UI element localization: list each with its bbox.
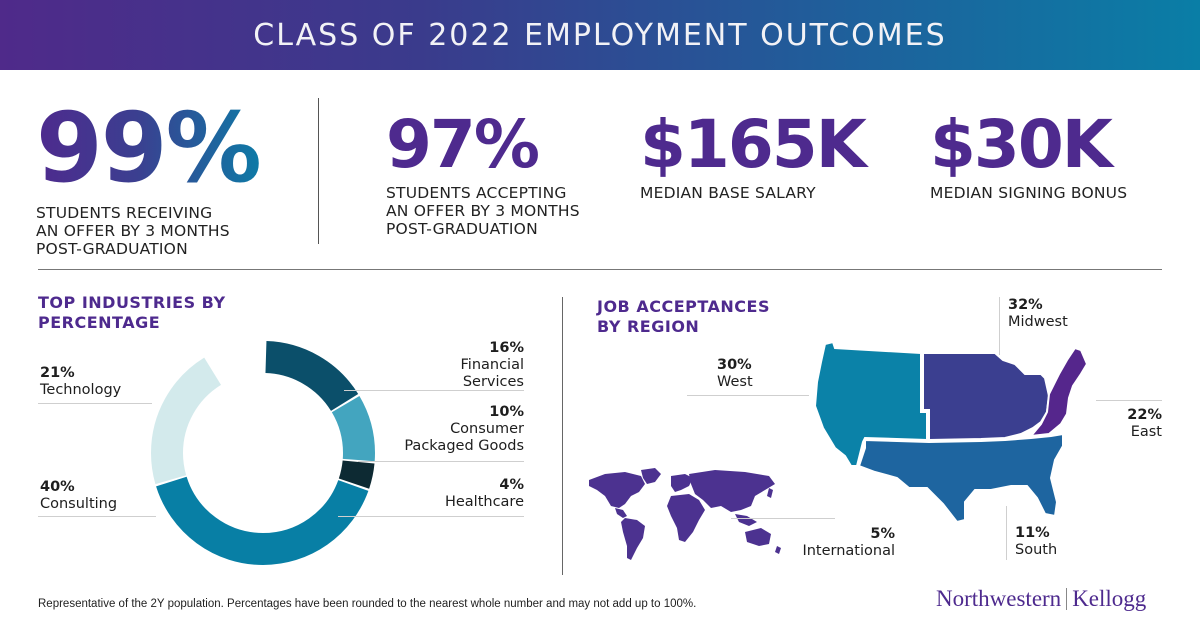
map-region-west bbox=[813, 340, 928, 467]
divider bbox=[318, 98, 319, 244]
stat-label: STUDENTS RECEIVING AN OFFER BY 3 MONTHS … bbox=[36, 204, 230, 258]
leader-line bbox=[358, 461, 524, 462]
stat-value: $165K bbox=[640, 106, 867, 183]
leader-line bbox=[338, 516, 524, 517]
label-healthcare: 4% Healthcare bbox=[444, 477, 524, 510]
leader-line bbox=[731, 518, 835, 519]
divider bbox=[38, 269, 1162, 270]
logo-northwestern: Northwestern bbox=[936, 586, 1062, 611]
leader-line bbox=[38, 403, 152, 404]
stat-value: 97% bbox=[386, 106, 540, 183]
donut-segment-consulting bbox=[151, 341, 375, 565]
stat-median-salary: $165K MEDIAN BASE SALARY bbox=[640, 106, 867, 203]
label-international: 5% International bbox=[802, 526, 895, 559]
footnote: Representative of the 2Y population. Per… bbox=[38, 598, 697, 610]
us-region-map bbox=[813, 340, 1089, 524]
logo-separator bbox=[1066, 588, 1068, 610]
world-map bbox=[589, 468, 781, 560]
stat-value: $30K bbox=[930, 106, 1113, 183]
stat-label: MEDIAN BASE SALARY bbox=[640, 184, 816, 202]
label-technology: 21% Technology bbox=[40, 365, 122, 398]
donut-segment-consumer-packaged-goods bbox=[151, 341, 375, 565]
leader-line bbox=[38, 516, 156, 517]
leader-line bbox=[687, 395, 809, 396]
label-midwest: 32% Midwest bbox=[1008, 297, 1068, 330]
label-east: 22% East bbox=[1127, 407, 1162, 440]
industries-donut-chart bbox=[151, 341, 375, 565]
divider bbox=[562, 297, 563, 575]
regions-title: JOB ACCEPTANCES BY REGION bbox=[597, 297, 770, 336]
leader-line bbox=[1096, 400, 1162, 401]
stat-value: 99% bbox=[36, 92, 262, 204]
label-consulting: 40% Consulting bbox=[40, 479, 118, 512]
logo-kellogg: Kellogg bbox=[1072, 586, 1147, 611]
leader-line bbox=[1006, 506, 1007, 560]
stat-label: MEDIAN SIGNING BONUS bbox=[930, 184, 1128, 202]
map-region-south bbox=[857, 432, 1064, 524]
industries-title: TOP INDUSTRIES BY PERCENTAGE bbox=[38, 293, 226, 332]
map-region-midwest bbox=[922, 352, 1051, 442]
stat-offer-received: 99% STUDENTS RECEIVING AN OFFER BY 3 MON… bbox=[36, 92, 262, 258]
header-banner: CLASS OF 2022 EMPLOYMENT OUTCOMES bbox=[0, 0, 1200, 70]
label-consumer-packaged-goods: 10% Consumer Packaged Goods bbox=[404, 404, 524, 454]
stat-label: STUDENTS ACCEPTING AN OFFER BY 3 MONTHS … bbox=[386, 184, 580, 238]
stat-offer-accepted: 97% STUDENTS ACCEPTING AN OFFER BY 3 MON… bbox=[386, 106, 580, 239]
label-south: 11% South bbox=[1015, 525, 1058, 558]
northwestern-kellogg-logo: Northwestern Kellogg bbox=[936, 586, 1146, 612]
page-title: CLASS OF 2022 EMPLOYMENT OUTCOMES bbox=[253, 17, 947, 53]
leader-line bbox=[999, 297, 1000, 355]
stat-signing-bonus: $30K MEDIAN SIGNING BONUS bbox=[930, 106, 1128, 203]
world-continents bbox=[589, 468, 781, 560]
leader-line bbox=[344, 390, 524, 391]
donut-segment-technology bbox=[151, 341, 375, 565]
map-region-east bbox=[1028, 346, 1089, 438]
label-west: 30% West bbox=[717, 357, 753, 390]
label-financial-services: 16% Financial Services bbox=[460, 340, 525, 390]
